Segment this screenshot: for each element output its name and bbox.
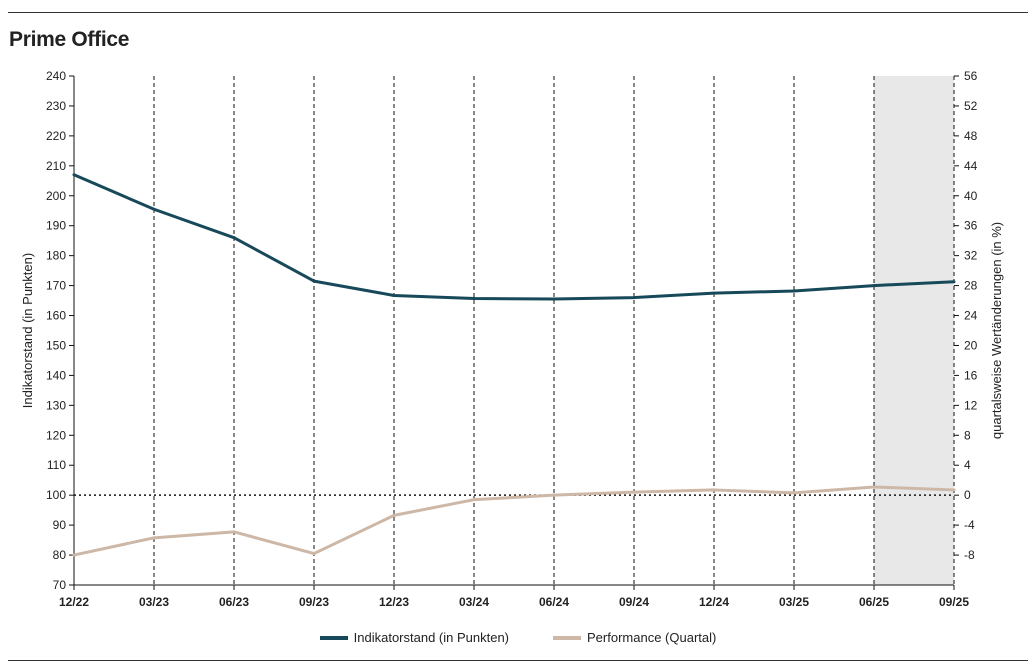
bottom-rule: [8, 660, 1028, 661]
top-rule: [8, 12, 1028, 13]
y-tick-label-right: 8: [964, 428, 971, 442]
y-tick-label-right: 52: [964, 99, 978, 113]
data-point-performance: [792, 491, 796, 495]
data-point-indikatorstand: [792, 289, 796, 293]
x-tick-label: 12/22: [59, 595, 89, 609]
y-tick-label-right: 0: [964, 488, 971, 502]
y-axis-label-left: Indikatorstand (in Punkten): [20, 253, 35, 408]
legend-item-index: Indikatorstand (in Punkten): [319, 630, 510, 645]
y-tick-label-right: -4: [964, 518, 975, 532]
y-tick-label-right: 44: [964, 159, 978, 173]
y-tick-label-right: 48: [964, 129, 978, 143]
y-tick-label-left: 90: [53, 518, 67, 532]
x-tick-label: 03/24: [459, 595, 489, 609]
x-tick-label: 09/23: [299, 595, 329, 609]
series-line-indikatorstand: [73, 173, 955, 301]
x-tick-label: 12/24: [699, 595, 729, 609]
y-tick-label-left: 220: [46, 129, 66, 143]
y-tick-label-right: 56: [964, 69, 978, 83]
x-tick-label: 12/23: [379, 595, 409, 609]
data-point-indikatorstand: [712, 291, 716, 295]
y-tick-label-left: 130: [46, 398, 66, 412]
x-tick-label: 06/25: [859, 595, 889, 609]
y-tick-label-right: 36: [964, 219, 978, 233]
y-tick-label-left: 190: [46, 219, 66, 233]
y-tick-label-right: 20: [964, 338, 978, 352]
y-tick-label-left: 180: [46, 249, 66, 263]
data-point-indikatorstand: [312, 279, 316, 283]
data-point-indikatorstand: [632, 296, 636, 300]
y-tick-label-right: 12: [964, 398, 978, 412]
data-point-indikatorstand: [232, 236, 236, 240]
data-point-performance: [72, 553, 76, 557]
y-tick-label-left: 240: [46, 69, 66, 83]
shaded-region: [874, 76, 954, 585]
y-tick-label-right: 40: [964, 189, 978, 203]
x-tick-label: 06/24: [539, 595, 569, 609]
legend-swatch-index: [319, 635, 348, 640]
y-axis-label-right: quartalsweise Wertänderungen (in %): [989, 222, 1004, 439]
data-point-performance: [472, 498, 476, 502]
x-tick-label: 06/23: [219, 595, 249, 609]
x-tick-label: 09/24: [619, 595, 649, 609]
y-tick-label-left: 160: [46, 309, 66, 323]
x-tick-label: 09/25: [939, 595, 969, 609]
legend-label-performance: Performance (Quartal): [587, 630, 717, 645]
data-point-performance: [712, 488, 716, 492]
y-tick-label-left: 170: [46, 279, 66, 293]
y-tick-label-right: 32: [964, 249, 978, 263]
data-point-performance: [552, 493, 556, 497]
series-line-performance: [73, 485, 955, 557]
chart: 2402302202102001901801701601501401301201…: [20, 69, 1004, 609]
y-tick-label-right: 4: [964, 458, 971, 472]
y-tick-label-left: 120: [46, 428, 66, 442]
data-point-indikatorstand: [72, 173, 76, 177]
legend-item-performance: Performance (Quartal): [553, 630, 716, 645]
data-point-performance: [152, 536, 156, 540]
legend: Indikatorstand (in Punkten) Performance …: [0, 630, 1036, 645]
data-point-indikatorstand: [472, 296, 476, 300]
data-point-indikatorstand: [392, 293, 396, 297]
data-point-indikatorstand: [152, 207, 156, 211]
y-tick-label-left: 140: [46, 368, 66, 382]
y-tick-label-right: 16: [964, 368, 978, 382]
data-point-indikatorstand: [872, 284, 876, 288]
data-point-performance: [632, 490, 636, 494]
data-point-performance: [312, 552, 316, 556]
y-tick-label-right: 28: [964, 279, 978, 293]
x-tick-label: 03/23: [139, 595, 169, 609]
y-tick-label-left: 80: [53, 548, 67, 562]
y-tick-label-left: 110: [47, 458, 66, 472]
y-tick-label-left: 210: [46, 159, 66, 173]
y-tick-label-left: 100: [46, 488, 66, 502]
legend-swatch-performance: [553, 635, 582, 640]
y-tick-label-left: 70: [53, 578, 67, 592]
legend-label-index: Indikatorstand (in Punkten): [353, 630, 510, 645]
chart-title: Prime Office: [9, 28, 130, 51]
data-point-performance: [232, 530, 236, 534]
y-tick-label-right: -8: [964, 548, 975, 562]
x-tick-label: 03/25: [779, 595, 809, 609]
data-point-indikatorstand: [552, 297, 556, 301]
y-tick-label-right: 24: [964, 309, 978, 323]
y-tick-label-left: 200: [46, 189, 66, 203]
data-point-performance: [872, 485, 876, 489]
y-tick-label-left: 150: [46, 338, 66, 352]
data-point-indikatorstand: [952, 280, 956, 284]
data-point-performance: [952, 488, 956, 492]
y-tick-label-left: 230: [46, 99, 66, 113]
data-point-performance: [392, 513, 396, 517]
